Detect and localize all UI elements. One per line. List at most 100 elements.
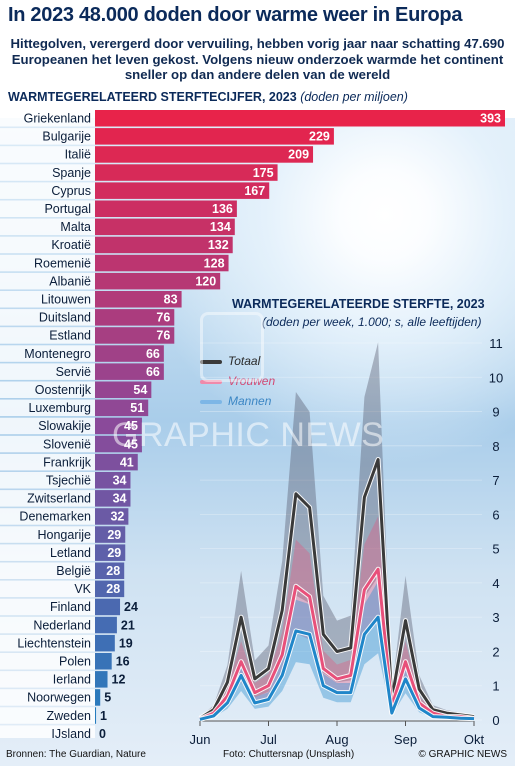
bar-category-label: België — [56, 564, 91, 578]
bar — [95, 399, 149, 417]
y-tick-label: 4 — [492, 576, 499, 591]
legend-label-men: Mannen — [228, 394, 272, 408]
bar-label-bg — [0, 200, 95, 217]
legend-item-men: Mannen — [200, 394, 271, 408]
bar-value-label: 32 — [110, 510, 124, 524]
bar — [95, 164, 278, 181]
bar-category-label: Ierland — [53, 673, 91, 687]
bar-label-bg — [0, 254, 95, 272]
bar-label-bg — [0, 653, 95, 670]
x-tick-label: Aug — [325, 732, 348, 747]
bar-value-label: 16 — [116, 655, 130, 669]
bar-label-bg — [0, 164, 95, 181]
bar-value-label: 134 — [210, 220, 231, 234]
x-tick-label: Jul — [260, 732, 277, 747]
bar-label-bg — [0, 707, 95, 724]
bar-value-label: 41 — [120, 455, 134, 469]
bar — [95, 634, 115, 652]
bar-category-label: Duitsland — [39, 311, 91, 325]
bar-label-bg — [0, 725, 95, 738]
bar — [95, 508, 129, 525]
bar-value-label: 21 — [121, 618, 135, 632]
bar-chart-title: WARMTEGERELATEERD STERFTECIJFER, 2023 (d… — [8, 90, 408, 104]
bar-category-label: Zwitserland — [27, 492, 91, 506]
series-line-total — [199, 458, 475, 720]
bar-category-label: Griekenland — [24, 112, 91, 126]
photo-credit: Foto: Chuttersnap (Unsplash) — [223, 749, 355, 760]
bar-label-bg — [0, 146, 95, 163]
bar-value-label: 120 — [195, 274, 216, 288]
bar-category-label: Kroatië — [51, 238, 91, 252]
bar-label-bg — [0, 616, 95, 634]
bar-value-label: 34 — [113, 474, 127, 488]
bar-label-bg — [0, 381, 95, 398]
bar — [95, 128, 334, 145]
y-tick-label: 2 — [492, 644, 499, 659]
bar — [95, 254, 229, 272]
bar-label-bg — [0, 399, 95, 417]
bar — [95, 435, 142, 453]
bar-value-label: 167 — [244, 184, 265, 198]
legend-swatch-women — [200, 379, 222, 384]
bar-value-label: 128 — [204, 256, 225, 270]
bar-category-label: Spanje — [52, 166, 91, 180]
bar-value-label: 28 — [106, 582, 120, 596]
bar-category-label: Luxemburg — [28, 401, 91, 415]
bar — [95, 598, 121, 616]
bar-label-bg — [0, 562, 95, 579]
bar-category-label: Portugal — [44, 202, 91, 216]
bar — [95, 200, 237, 217]
bar-category-label: Nederland — [33, 618, 91, 632]
bar-category-label: Litouwen — [41, 293, 91, 307]
bar-category-label: Tsjechië — [46, 474, 91, 488]
footer: Bronnen: The Guardian, Nature Foto: Chut… — [0, 746, 515, 766]
page-subtitle: Hittegolven, verergerd door vervuiling, … — [10, 36, 505, 82]
legend-label-total: Totaal — [228, 354, 261, 368]
y-tick-label: 11 — [489, 336, 503, 351]
bar-value-label: 175 — [253, 166, 274, 180]
bar-category-label: Bulgarije — [42, 130, 91, 144]
bar-category-label: Slowakije — [38, 419, 91, 433]
bar-label-bg — [0, 544, 95, 561]
bar-category-label: VK — [74, 582, 91, 596]
bar — [95, 291, 182, 308]
legend-item-women: Vrouwen — [200, 374, 275, 388]
bar-value-label: 5 — [104, 691, 111, 705]
series-line-men — [199, 615, 475, 721]
bar-value-label: 45 — [124, 419, 138, 433]
bar-category-label: IJsland — [51, 727, 91, 738]
bar — [95, 653, 112, 670]
bar-category-label: Denemarken — [19, 510, 91, 524]
bar-category-label: Oostenrijk — [35, 383, 92, 397]
bar — [95, 272, 221, 290]
bar-value-label: 136 — [212, 202, 233, 216]
bar — [95, 218, 235, 236]
bar — [95, 381, 152, 398]
bar-category-label: Roemenië — [34, 256, 91, 270]
bar — [95, 363, 164, 380]
bar-value-label: 76 — [156, 311, 170, 325]
line-chart-subtitle: (doden per week, 1.000; s, alle leeftijd… — [262, 315, 482, 329]
bar-category-label: Slovenië — [43, 437, 91, 451]
bar-category-label: Montenegro — [24, 347, 91, 361]
bar-value-label: 12 — [112, 673, 126, 687]
legend-item-total: Totaal — [200, 354, 260, 368]
y-tick-label: 9 — [492, 405, 499, 420]
bar-value-label: 1 — [100, 709, 107, 723]
bar-label-bg — [0, 508, 95, 525]
bar-value-label: 19 — [119, 636, 133, 650]
bar-label-bg — [0, 345, 95, 362]
bar — [95, 544, 126, 561]
bar-label-bg — [0, 272, 95, 290]
bar — [95, 580, 125, 598]
bar — [95, 562, 125, 579]
legend-swatch-total — [200, 359, 222, 364]
bar-label-bg — [0, 417, 95, 435]
bar-value-label: 28 — [106, 564, 120, 578]
sources-text: Bronnen: The Guardian, Nature — [6, 749, 146, 760]
bar-value-label: 76 — [156, 329, 170, 343]
bar — [95, 490, 131, 507]
bar-label-bg — [0, 472, 95, 489]
